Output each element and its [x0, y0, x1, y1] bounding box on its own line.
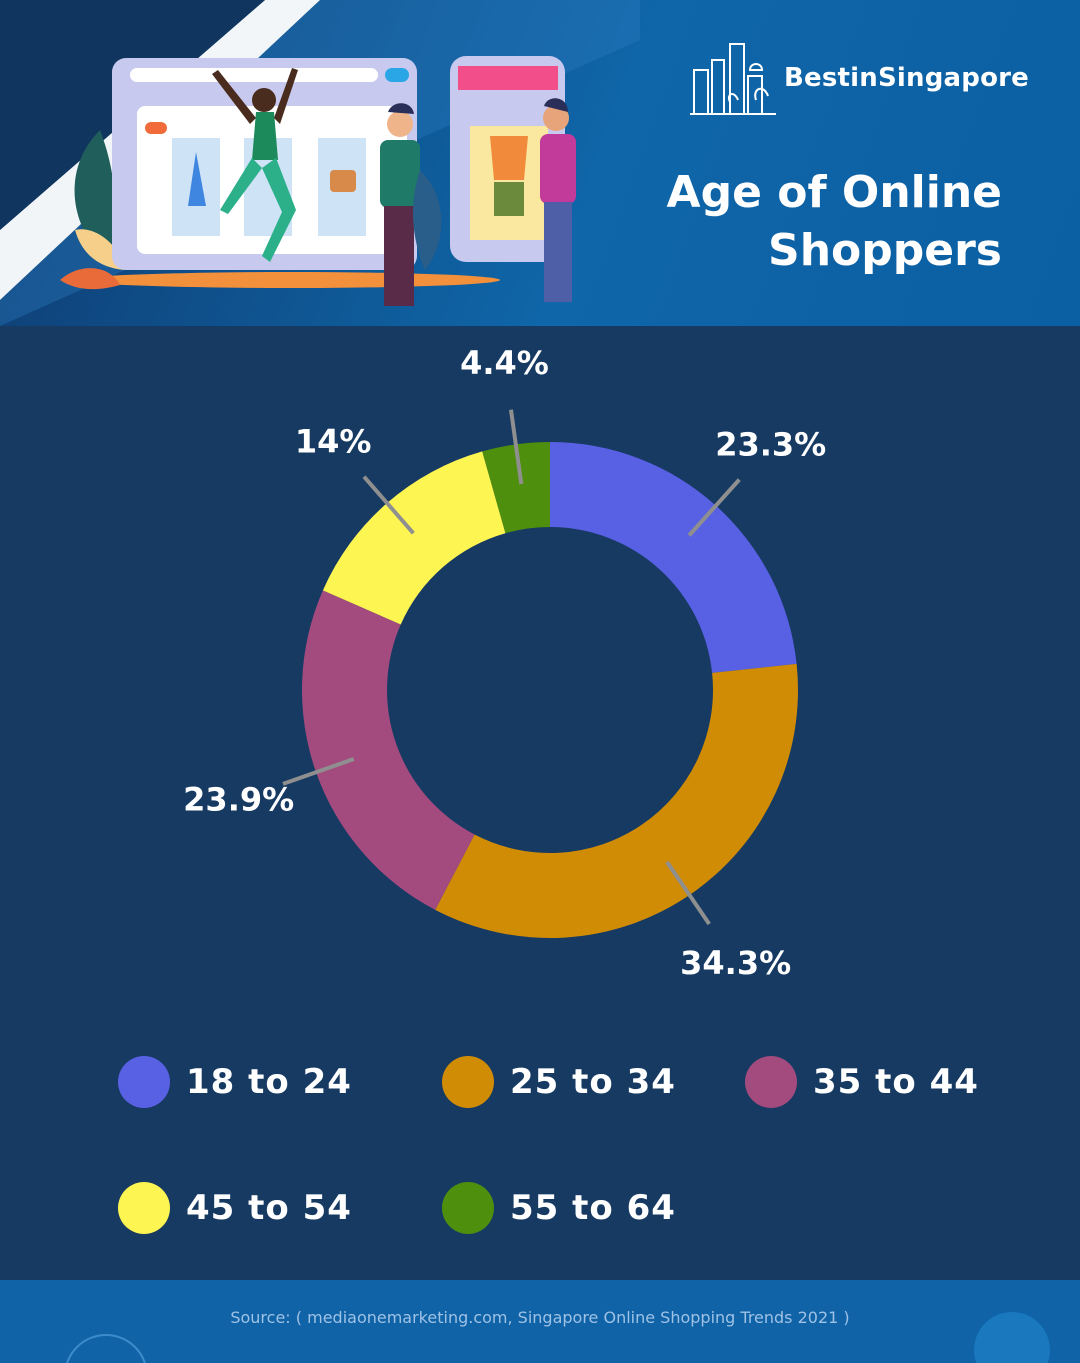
page-title-line: Shoppers [768, 225, 1002, 276]
legend-item: 18 to 24 [118, 1056, 352, 1108]
donut-chart: 23.3% 34.3% 23.9% 14% 4.4% [0, 326, 1080, 1026]
legend-item: 25 to 34 [442, 1056, 676, 1108]
footer: Source: ( mediaonemarketing.com, Singapo… [0, 1280, 1080, 1363]
legend-label: 45 to 54 [186, 1188, 352, 1228]
data-label: 23.9% [183, 780, 294, 818]
city-skyline-logo-icon [690, 43, 776, 115]
legend-label: 25 to 34 [510, 1062, 676, 1102]
legend-label: 35 to 44 [813, 1062, 979, 1102]
donut-chart-svg: 23.3% 34.3% 23.9% 14% 4.4% [183, 344, 826, 982]
leader-line [362, 475, 415, 535]
donut-slice [322, 451, 506, 625]
source-note: Source: ( mediaonemarketing.com, Singapo… [230, 1308, 850, 1327]
legend-item: 45 to 54 [118, 1182, 352, 1234]
leader-line [687, 478, 741, 537]
chart-legend: 18 to 24 25 to 34 35 to 44 45 to 54 55 to 64 [0, 1030, 1080, 1270]
online-shopping-illustration [0, 0, 640, 326]
legend-swatch [118, 1182, 170, 1234]
page-title: Age of Online Shoppers [582, 164, 1002, 280]
leader-line [665, 860, 711, 926]
donut-slice [482, 442, 550, 534]
legend-label: 55 to 64 [510, 1188, 676, 1228]
data-label: 4.4% [460, 344, 549, 382]
data-label: 34.3% [680, 944, 791, 982]
legend-swatch [442, 1182, 494, 1234]
legend-label: 18 to 24 [186, 1062, 352, 1102]
legend-swatch [118, 1056, 170, 1108]
leader-line [508, 409, 524, 485]
page-title-line: Age of Online [666, 167, 1002, 218]
decorative-ring [64, 1334, 148, 1363]
brand-logo: BestinSingapore [690, 38, 1029, 118]
header-banner: BestinSingapore Age of Online Shoppers [0, 0, 1080, 326]
donut-slice [550, 442, 797, 673]
data-label: 23.3% [715, 426, 826, 464]
legend-swatch [442, 1056, 494, 1108]
legend-item: 35 to 44 [745, 1056, 979, 1108]
data-label: 14% [295, 422, 372, 460]
donut-slice [301, 590, 475, 910]
legend-item: 55 to 64 [442, 1182, 676, 1234]
leader-line [282, 757, 355, 786]
brand-name: BestinSingapore [784, 63, 1030, 93]
legend-swatch [745, 1056, 797, 1108]
donut-slice [435, 663, 798, 938]
